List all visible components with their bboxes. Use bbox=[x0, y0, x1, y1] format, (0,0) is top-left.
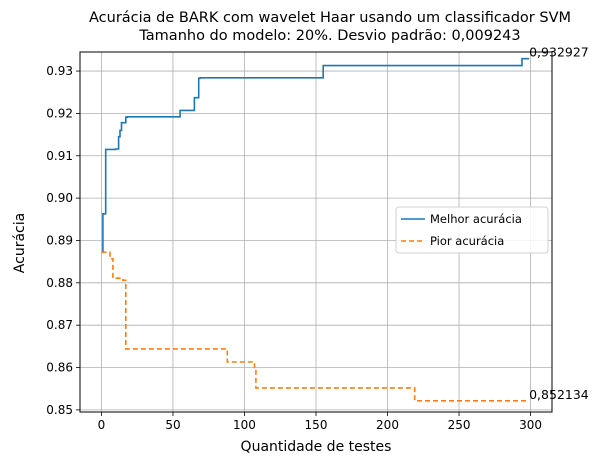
x-tick-label: 250 bbox=[448, 418, 471, 432]
legend-label: Pior acurácia bbox=[430, 234, 504, 248]
y-tick-label: 0.93 bbox=[46, 64, 73, 78]
y-tick-label: 0.86 bbox=[46, 361, 73, 375]
chart-title: Acurácia de BARK com wavelet Haar usando… bbox=[89, 10, 571, 26]
y-tick-label: 0.92 bbox=[46, 106, 73, 120]
chart-subtitle: Tamanho do modelo: 20%. Desvio padrão: 0… bbox=[138, 28, 520, 44]
end-value-annotation: 0,852134 bbox=[529, 387, 589, 402]
x-tick-label: 100 bbox=[233, 418, 256, 432]
x-tick-label: 300 bbox=[519, 418, 542, 432]
x-tick-label: 50 bbox=[165, 418, 180, 432]
legend: Melhor acurácia Pior acurácia bbox=[395, 206, 549, 254]
legend-label: Melhor acurácia bbox=[430, 212, 522, 226]
annotations: 0,932927 0,852134 bbox=[529, 45, 589, 402]
y-tick-label: 0.90 bbox=[46, 191, 73, 205]
x-axis-ticks: 0 50 100 150 200 250 300 bbox=[98, 412, 542, 432]
x-axis-label: Quantidade de testes bbox=[241, 439, 392, 455]
series-line-worst bbox=[101, 251, 530, 402]
y-axis-label: Acurácia bbox=[12, 213, 28, 273]
x-tick-label: 150 bbox=[305, 418, 328, 432]
end-value-annotation: 0,932927 bbox=[529, 45, 589, 60]
legend-box bbox=[395, 206, 549, 254]
y-tick-label: 0.88 bbox=[46, 276, 73, 290]
series-line-best bbox=[101, 57, 530, 254]
y-tick-label: 0.87 bbox=[46, 318, 73, 332]
y-tick-label: 0.91 bbox=[46, 149, 73, 163]
y-tick-label: 0.89 bbox=[46, 233, 73, 247]
y-axis-ticks: 0.85 0.86 0.87 0.88 0.89 0.90 0.91 0.92 0.93 bbox=[46, 64, 80, 417]
x-tick-label: 200 bbox=[376, 418, 399, 432]
x-tick-label: 0 bbox=[98, 418, 106, 432]
y-tick-label: 0.85 bbox=[46, 403, 73, 417]
series-group bbox=[101, 57, 530, 402]
